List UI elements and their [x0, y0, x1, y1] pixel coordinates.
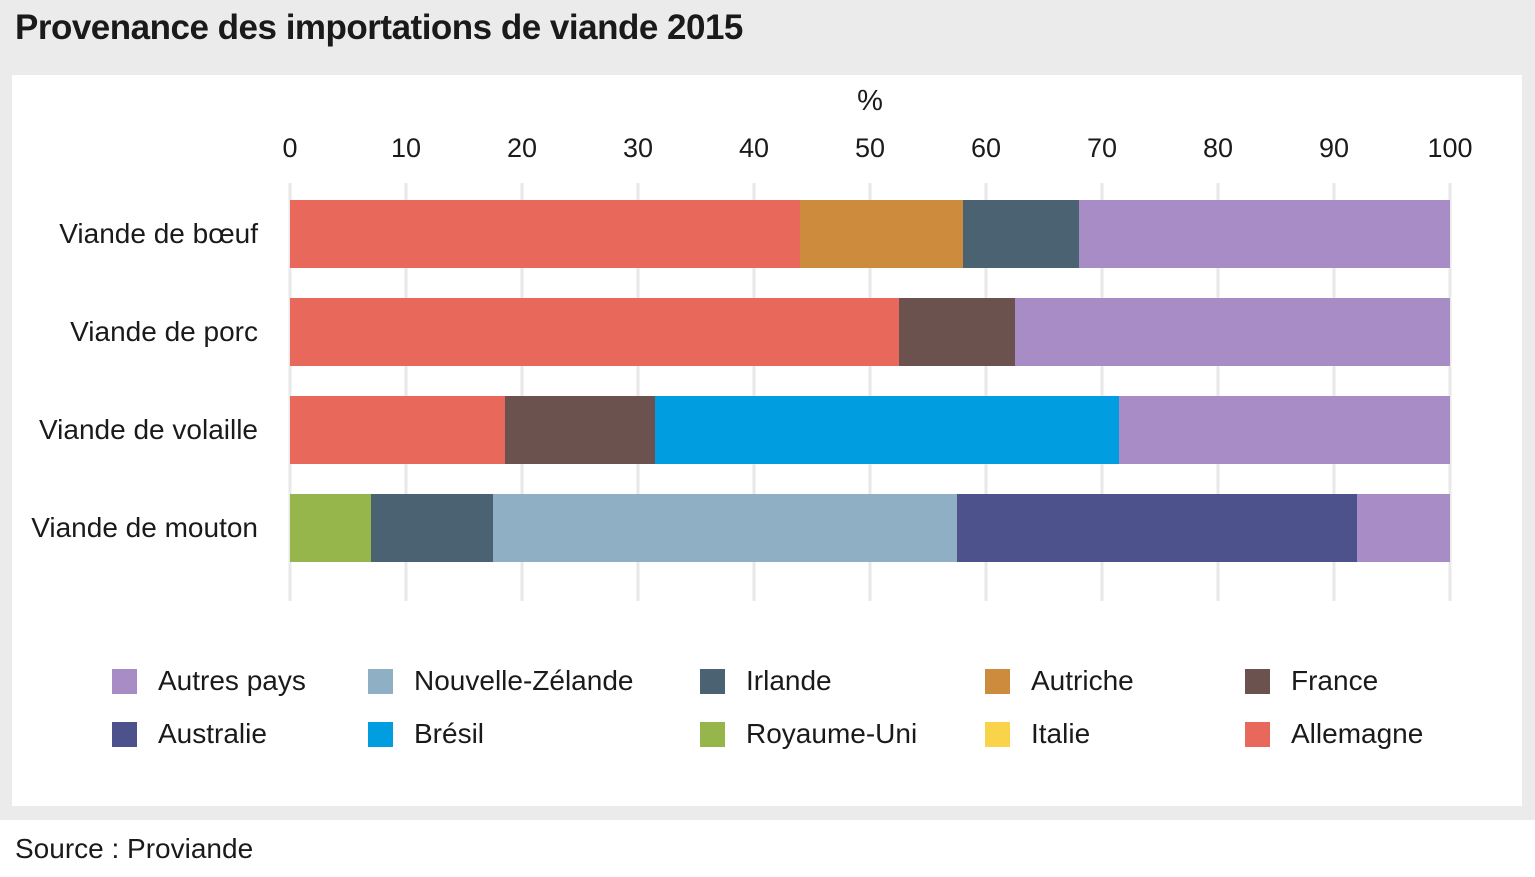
source-label: Source : Proviande [15, 833, 254, 864]
bar-segment [1357, 494, 1450, 562]
gridline [288, 183, 292, 601]
gridline [984, 183, 988, 601]
legend-label: Irlande [746, 665, 832, 696]
legend-label: Allemagne [1291, 718, 1424, 749]
legend-swatch [1245, 668, 1270, 694]
bar-segment [504, 396, 656, 464]
bar-row [290, 494, 1450, 562]
legend-item: Australie [112, 718, 368, 749]
legend-swatch [700, 721, 725, 747]
bar-row [290, 396, 1450, 464]
x-axis-tick-label: 0 [282, 133, 298, 163]
bar-segment [655, 396, 1120, 464]
legend-item: Royaume-Uni [700, 718, 985, 749]
x-axis-tick-label: 50 [854, 133, 886, 163]
legend-item: France [1245, 665, 1485, 696]
x-axis-tick-label: 90 [1318, 133, 1350, 163]
chart-title: Provenance des importations de viande 20… [15, 8, 743, 47]
gridline [404, 183, 408, 601]
category-label: Viande de mouton [31, 512, 258, 543]
legend-label: Autriche [1031, 665, 1134, 696]
gridline [1100, 183, 1104, 601]
gridline [868, 183, 872, 601]
bar-segment [1015, 298, 1450, 366]
legend-swatch [368, 668, 393, 694]
bar-row [290, 200, 1450, 268]
x-axis-tick-label: 10 [390, 133, 422, 163]
plot-area [288, 183, 1452, 601]
category-label: Viande de volaille [39, 414, 258, 445]
bar-segment [290, 494, 372, 562]
legend-swatch [985, 721, 1010, 747]
gridline [1332, 183, 1336, 601]
x-axis-tick-label: 60 [970, 133, 1002, 163]
legend-item: Italie [985, 718, 1245, 749]
bar-segment [290, 200, 801, 268]
legend-item: Brésil [368, 718, 700, 749]
gridline [1448, 183, 1452, 601]
chart-panel: % 0 10 20 30 40 50 60 70 80 90 100 Autres pays Nouv… [12, 75, 1522, 806]
category-label: Viande de porc [70, 316, 258, 347]
bar-segment [1119, 396, 1450, 464]
gridline [752, 183, 756, 601]
x-axis-tick-label: 100 [1427, 133, 1473, 163]
legend-swatch [1245, 721, 1270, 747]
legend-label: Italie [1031, 718, 1091, 749]
x-axis-tick-label: 70 [1086, 133, 1118, 163]
bar-segment [492, 494, 957, 562]
legend-item: Nouvelle-Zélande [368, 665, 700, 696]
bar-segment [899, 298, 1015, 366]
bar-segment [956, 494, 1358, 562]
legend-swatch [112, 721, 137, 747]
bar-segment [800, 200, 963, 268]
source-band: Source : Proviande [0, 820, 1535, 877]
gridline [1216, 183, 1220, 601]
bar-segment [290, 298, 899, 366]
legend-label: Nouvelle-Zélande [414, 665, 634, 696]
legend-swatch [112, 668, 137, 694]
legend-label: Australie [158, 718, 267, 749]
x-axis-tick-label: 20 [506, 133, 538, 163]
bar-segment [290, 396, 505, 464]
axis-unit-label: % [857, 85, 883, 117]
legend-label: Royaume-Uni [746, 718, 918, 749]
bar-row [290, 298, 1450, 366]
gridline [636, 183, 640, 601]
legend-item: Irlande [700, 665, 985, 696]
legend-swatch [700, 668, 725, 694]
legend-label: Autres pays [158, 665, 306, 696]
legend-item: Allemagne [1245, 718, 1485, 749]
legend-label: France [1291, 665, 1379, 696]
x-axis-tick-label: 40 [738, 133, 770, 163]
legend-item: Autres pays [112, 665, 368, 696]
bar-segment [371, 494, 493, 562]
legend-item: Autriche [985, 665, 1245, 696]
legend-label: Brésil [414, 718, 485, 749]
chart-legend: Autres pays Nouvelle-Zélande Irlande Autric… [112, 665, 1485, 749]
x-axis-ticks: 0 10 20 30 40 50 60 70 80 90 100 [282, 133, 1472, 169]
bar-segment [962, 200, 1079, 268]
bar-segment [1078, 200, 1450, 268]
x-axis-tick-label: 80 [1202, 133, 1234, 163]
category-label: Viande de bœuf [59, 218, 258, 249]
legend-swatch [368, 721, 393, 747]
x-axis-tick-label: 30 [622, 133, 654, 163]
legend-swatch [985, 668, 1010, 694]
gridline [520, 183, 524, 601]
